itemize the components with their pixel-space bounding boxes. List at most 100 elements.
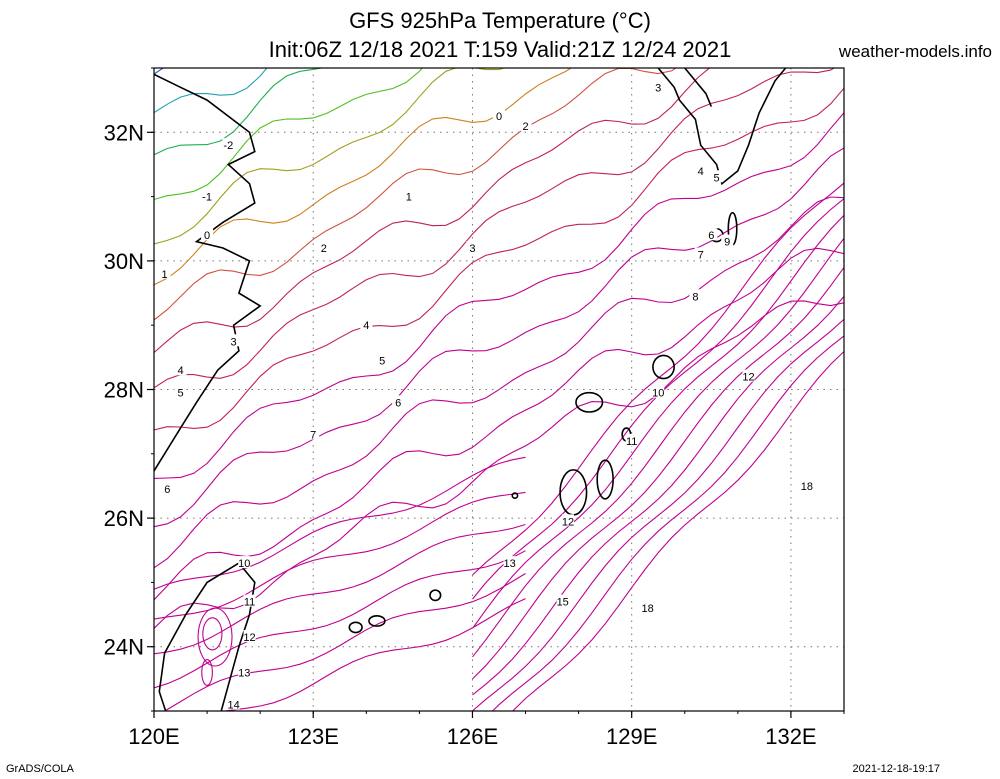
lat-tick-label: 28N xyxy=(104,378,144,403)
isotherm-line xyxy=(472,237,844,658)
contour-label-bg xyxy=(705,228,718,241)
contour-label-bg xyxy=(317,241,330,254)
contour-label-bg xyxy=(201,189,214,202)
isotherm-loop xyxy=(197,607,233,667)
contour-label: 7 xyxy=(698,249,704,261)
contour-label-bg xyxy=(243,630,256,643)
contour-label: 2 xyxy=(522,121,528,133)
coastline xyxy=(154,73,262,473)
coastline xyxy=(684,68,713,107)
contour-label: 12 xyxy=(742,372,754,384)
contour-label-bg xyxy=(238,665,251,678)
isotherm-line xyxy=(154,87,844,431)
isotherm-line xyxy=(511,350,844,711)
isotherm-line xyxy=(491,335,844,711)
contour-label: 18 xyxy=(641,603,653,615)
lon-tick-label: 129E xyxy=(606,724,657,749)
contour-label: 0 xyxy=(496,111,502,123)
island-outline xyxy=(429,589,442,602)
isotherm-line xyxy=(154,68,325,156)
lat-tick-label: 30N xyxy=(104,249,144,274)
island-outline xyxy=(596,459,614,500)
island-outline xyxy=(348,621,363,634)
isotherm-line xyxy=(154,68,268,114)
footer-timestamp: 2021-12-18-19:17 xyxy=(852,763,940,775)
isotherm-line xyxy=(472,214,844,629)
contour-label-bg xyxy=(466,241,479,254)
contour-label: 13 xyxy=(503,558,515,570)
contour-label: 5 xyxy=(379,356,385,368)
contour-label-bg xyxy=(556,594,569,607)
contour-label: 18 xyxy=(801,481,813,493)
contour-label: 13 xyxy=(238,667,250,679)
isotherm-line xyxy=(221,598,526,711)
contour-label-bg xyxy=(694,247,707,260)
contour-label: -1 xyxy=(202,192,212,204)
contour-label: 6 xyxy=(395,397,401,409)
contour-label: 10 xyxy=(238,558,250,570)
contour-label-bg xyxy=(402,189,415,202)
isotherm-line xyxy=(154,147,844,528)
isotherm-line xyxy=(154,550,526,689)
chart-title: GFS 925hPa Temperature (°C) xyxy=(349,8,651,33)
contour-label-bg xyxy=(227,697,240,710)
lon-tick-label: 126E xyxy=(447,724,498,749)
contour-label: 9 xyxy=(724,237,730,249)
contour-label-bg xyxy=(158,266,171,279)
contour-label-bg xyxy=(652,80,665,93)
contour-label-bg xyxy=(201,228,214,241)
grid-layer xyxy=(153,68,844,711)
contour-label: 4 xyxy=(363,320,369,332)
site-label: weather-models.info xyxy=(838,42,992,61)
isotherm-line xyxy=(163,573,526,711)
contour-label: 15 xyxy=(557,597,569,609)
contour-label: 4 xyxy=(698,166,704,178)
contour-label-bg xyxy=(392,395,405,408)
island-outline xyxy=(559,469,588,516)
contour-label-bg xyxy=(689,289,702,302)
contour-label-bg xyxy=(238,556,251,569)
contour-label-bg xyxy=(243,594,256,607)
island-outline xyxy=(368,615,386,627)
contour-label: 5 xyxy=(714,172,720,184)
isotherm-line xyxy=(154,523,526,655)
contour-label: 10 xyxy=(652,388,664,400)
island-outline xyxy=(575,391,604,413)
contour-label-bg xyxy=(174,363,187,376)
contour-label: 6 xyxy=(164,484,170,496)
contour-label: 6 xyxy=(708,230,714,242)
contour-label-bg xyxy=(562,514,574,527)
contour-label: 8 xyxy=(692,291,698,303)
isotherm-line xyxy=(472,266,844,680)
contour-label-bg xyxy=(641,601,654,614)
contour-label-bg xyxy=(174,385,187,398)
footer-software: GrADS/COLA xyxy=(6,763,74,775)
contour-label-bg xyxy=(710,170,723,183)
isotherm-loop xyxy=(202,617,223,651)
contour-label: 11 xyxy=(626,436,637,448)
contour-label: 2 xyxy=(321,243,327,255)
coastline-layer xyxy=(154,68,787,711)
isotherm-line xyxy=(154,68,836,389)
contour-label-bg xyxy=(222,138,235,151)
contour-label: 5 xyxy=(177,388,183,400)
contour-label-bg xyxy=(227,334,240,347)
contour-label: 3 xyxy=(655,82,661,94)
lat-tick-label: 32N xyxy=(104,120,144,145)
contour-label-bg xyxy=(360,318,373,331)
lon-tick-label: 123E xyxy=(288,724,339,749)
isotherm-line xyxy=(154,196,844,569)
isotherm-line xyxy=(472,197,844,600)
island-outline xyxy=(511,492,519,499)
isotherm-line xyxy=(154,68,424,201)
contour-label-bg xyxy=(376,353,389,366)
contour-label: 12 xyxy=(562,516,574,528)
contour-label: 7 xyxy=(310,430,316,442)
isotherm-loop xyxy=(201,659,213,686)
axis-ticks: 120E 123E 126E 129E 132E 32N 30N 28N 26N 24N xyxy=(104,67,845,749)
coastline xyxy=(158,562,256,711)
lat-tick-label: 26N xyxy=(104,506,144,531)
contour-label: 14 xyxy=(227,700,239,712)
contour-label-bg xyxy=(161,482,174,495)
